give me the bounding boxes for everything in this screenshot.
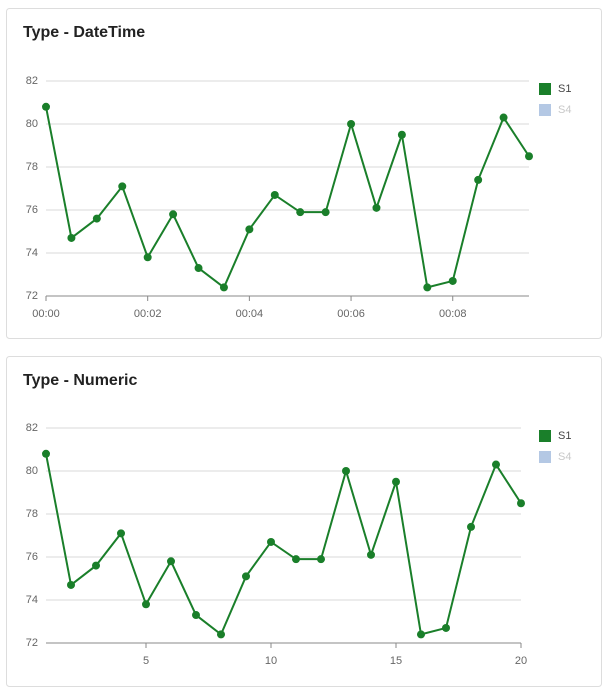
data-point <box>245 225 254 234</box>
data-point <box>492 460 500 469</box>
legend-label: S1 <box>558 430 571 442</box>
data-point <box>423 283 432 292</box>
x-tick-label: 00:00 <box>32 308 60 320</box>
x-tick-label: 00:06 <box>337 308 365 320</box>
y-tick-label: 76 <box>26 551 38 563</box>
data-point <box>474 175 483 184</box>
data-point <box>92 561 100 570</box>
data-point <box>499 113 508 122</box>
data-point <box>442 623 450 632</box>
card <box>6 356 602 687</box>
y-tick-label: 72 <box>26 290 38 302</box>
data-point <box>321 208 330 217</box>
data-point <box>347 120 356 128</box>
y-tick-label: 74 <box>26 247 38 259</box>
data-point <box>42 102 50 111</box>
data-point <box>292 555 300 564</box>
legend-label: S1 <box>558 83 571 95</box>
legend-label: S4 <box>558 104 571 116</box>
data-point <box>270 190 279 199</box>
data-point <box>92 214 101 223</box>
data-point <box>167 557 175 566</box>
data-point <box>242 572 250 581</box>
data-point <box>392 477 400 486</box>
legend-label: S4 <box>558 451 571 463</box>
legend-swatch <box>539 430 551 442</box>
data-point <box>143 253 152 262</box>
data-point <box>194 264 203 273</box>
series-line <box>45 453 522 636</box>
card <box>6 8 602 339</box>
y-tick-label: 80 <box>26 118 38 130</box>
data-point <box>67 233 76 242</box>
data-point <box>467 522 475 531</box>
data-point <box>67 580 75 589</box>
data-point <box>192 611 200 620</box>
legend-swatch <box>539 83 551 95</box>
x-tick-label: 00:08 <box>439 308 467 320</box>
legend-swatch <box>539 104 551 116</box>
data-point <box>317 555 325 564</box>
data-point <box>448 276 457 285</box>
data-point <box>118 182 127 191</box>
y-tick-label: 82 <box>26 422 38 434</box>
data-point <box>142 600 150 609</box>
x-tick-label: 00:04 <box>236 308 264 320</box>
data-point <box>267 537 275 546</box>
x-tick-label: 10 <box>265 655 277 667</box>
data-point <box>219 283 228 292</box>
y-tick-label: 74 <box>26 594 38 606</box>
data-point <box>42 449 50 458</box>
data-point <box>217 630 225 639</box>
y-tick-label: 72 <box>26 637 38 649</box>
data-point <box>372 203 381 212</box>
data-point <box>397 130 406 139</box>
data-point <box>525 152 533 161</box>
y-tick-label: 76 <box>26 204 38 216</box>
x-tick-label: 20 <box>515 655 527 667</box>
y-tick-label: 82 <box>26 75 38 87</box>
x-tick-label: 5 <box>143 655 149 667</box>
data-point <box>417 630 425 639</box>
chart-title: Type - DateTime <box>23 24 145 41</box>
data-point <box>296 208 305 217</box>
y-tick-label: 78 <box>26 508 38 520</box>
data-point <box>117 529 125 538</box>
data-point <box>342 467 350 475</box>
data-point <box>367 550 375 559</box>
x-tick-label: 00:02 <box>134 308 162 320</box>
chart-title: Type - Numeric <box>23 372 138 389</box>
y-tick-label: 80 <box>26 465 38 477</box>
data-point <box>169 210 178 219</box>
y-tick-label: 78 <box>26 161 38 173</box>
legend-swatch <box>539 451 551 463</box>
x-tick-label: 15 <box>390 655 402 667</box>
series-line <box>45 106 530 289</box>
data-point <box>517 499 525 508</box>
